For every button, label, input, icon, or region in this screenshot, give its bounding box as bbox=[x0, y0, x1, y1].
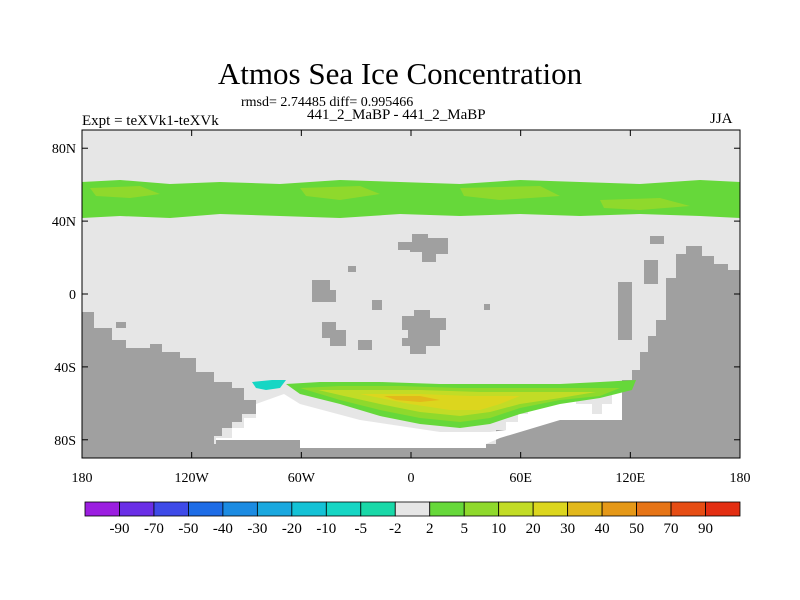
colorbar-label: -40 bbox=[213, 521, 233, 537]
north-band-lime-1 bbox=[90, 186, 160, 198]
land-island-8 bbox=[644, 260, 658, 284]
colorbar-label: -10 bbox=[316, 521, 336, 537]
x-tick-label: 60E bbox=[509, 471, 532, 486]
y-tick-label: 0 bbox=[69, 288, 76, 303]
x-tick-label: 180 bbox=[72, 471, 93, 486]
colorbar-label: 40 bbox=[595, 521, 610, 537]
colorbar-label: -5 bbox=[355, 521, 368, 537]
x-tick-label: 180 bbox=[730, 471, 751, 486]
colorbar-swatch bbox=[360, 501, 396, 517]
colorbar-swatch bbox=[532, 501, 569, 517]
x-tick-label: 120W bbox=[175, 471, 210, 486]
colorbar-swatch bbox=[119, 501, 155, 517]
colorbar-swatch bbox=[429, 501, 465, 517]
colorbar-label: 70 bbox=[664, 521, 679, 537]
land-island-3 bbox=[402, 310, 446, 354]
land-island-10 bbox=[116, 322, 126, 328]
land-island-7 bbox=[618, 282, 632, 340]
colorbar-swatch bbox=[498, 501, 534, 517]
y-tick-label: 80N bbox=[52, 142, 76, 157]
north-band-green bbox=[82, 180, 740, 218]
land-island-12 bbox=[484, 304, 490, 310]
chart-title: Atmos Sea Ice Concentration bbox=[217, 56, 583, 91]
colorbar-label: -90 bbox=[109, 521, 129, 537]
colorbar-label: -20 bbox=[282, 521, 302, 537]
colorbar-label: 10 bbox=[491, 521, 506, 537]
south-ice-band bbox=[286, 380, 636, 428]
weddell-negative-patch bbox=[252, 380, 286, 390]
x-tick-label: 60W bbox=[288, 471, 316, 486]
colorbar-swatch bbox=[325, 501, 362, 517]
colorbar-swatch bbox=[291, 501, 327, 517]
y-tick-label: 40N bbox=[52, 215, 76, 230]
colorbar-label: 30 bbox=[560, 521, 575, 537]
colorbar-swatch bbox=[636, 501, 672, 517]
colorbar-swatch bbox=[153, 501, 189, 517]
map-area bbox=[81, 129, 741, 459]
land-island-2 bbox=[398, 234, 448, 262]
season-label: JJA bbox=[710, 111, 733, 127]
north-band-lime-2 bbox=[300, 186, 380, 200]
land-island-1 bbox=[312, 280, 336, 302]
map-axes: 180 120W 60W 0 60E 120E 180 80N 40N 0 40S 80S bbox=[52, 130, 751, 486]
colorbar-label: 5 bbox=[460, 521, 468, 537]
land-island-9 bbox=[650, 236, 664, 244]
colorbar-swatch bbox=[84, 501, 120, 517]
land-island-5 bbox=[372, 300, 382, 310]
y-tick-label: 80S bbox=[54, 434, 76, 449]
colorbar-label: -30 bbox=[247, 521, 267, 537]
colorbar: -90 -70 -50 -40 -30 -20 -10 -5 -2 2 5 10 20 30 40 50 70 9… bbox=[84, 501, 741, 537]
land-antarctic-coast bbox=[206, 422, 486, 458]
y-tick-label: 40S bbox=[54, 361, 76, 376]
colorbar-label: 20 bbox=[526, 521, 541, 537]
colorbar-label: -2 bbox=[389, 521, 402, 537]
antarctic-no-data bbox=[216, 392, 622, 448]
north-ice-band bbox=[82, 180, 740, 218]
land-south-america bbox=[82, 312, 256, 458]
land-island-11 bbox=[348, 266, 356, 272]
experiment-label: Expt = teXVk1-teXVk bbox=[82, 113, 219, 129]
colorbar-swatch bbox=[394, 501, 431, 517]
colorbar-swatch bbox=[670, 501, 706, 517]
colorbar-label: -50 bbox=[178, 521, 198, 537]
north-band-lime-3 bbox=[460, 186, 560, 200]
colorbar-label: -70 bbox=[144, 521, 164, 537]
north-band-lime-4 bbox=[600, 198, 690, 210]
colorbar-swatch bbox=[601, 501, 637, 517]
land-island-4 bbox=[322, 322, 346, 346]
colorbar-swatch bbox=[188, 501, 224, 517]
runs-label: 441_2_MaBP - 441_2_MaBP bbox=[307, 107, 486, 123]
colorbar-swatch bbox=[463, 501, 500, 517]
south-band-orange bbox=[384, 396, 440, 402]
chart-stats: rmsd= 2.74485 diff= 0.995466 bbox=[241, 95, 414, 110]
x-tick-label: 0 bbox=[408, 471, 415, 486]
land-island-6 bbox=[358, 340, 372, 350]
colorbar-label: 2 bbox=[426, 521, 434, 537]
colorbar-swatch bbox=[567, 501, 603, 517]
x-tick-label: 120E bbox=[616, 471, 646, 486]
colorbar-label: 50 bbox=[629, 521, 644, 537]
colorbar-swatch bbox=[222, 501, 258, 517]
colorbar-label: 90 bbox=[698, 521, 713, 537]
colorbar-swatch bbox=[256, 501, 293, 517]
colorbar-swatch bbox=[705, 501, 741, 517]
